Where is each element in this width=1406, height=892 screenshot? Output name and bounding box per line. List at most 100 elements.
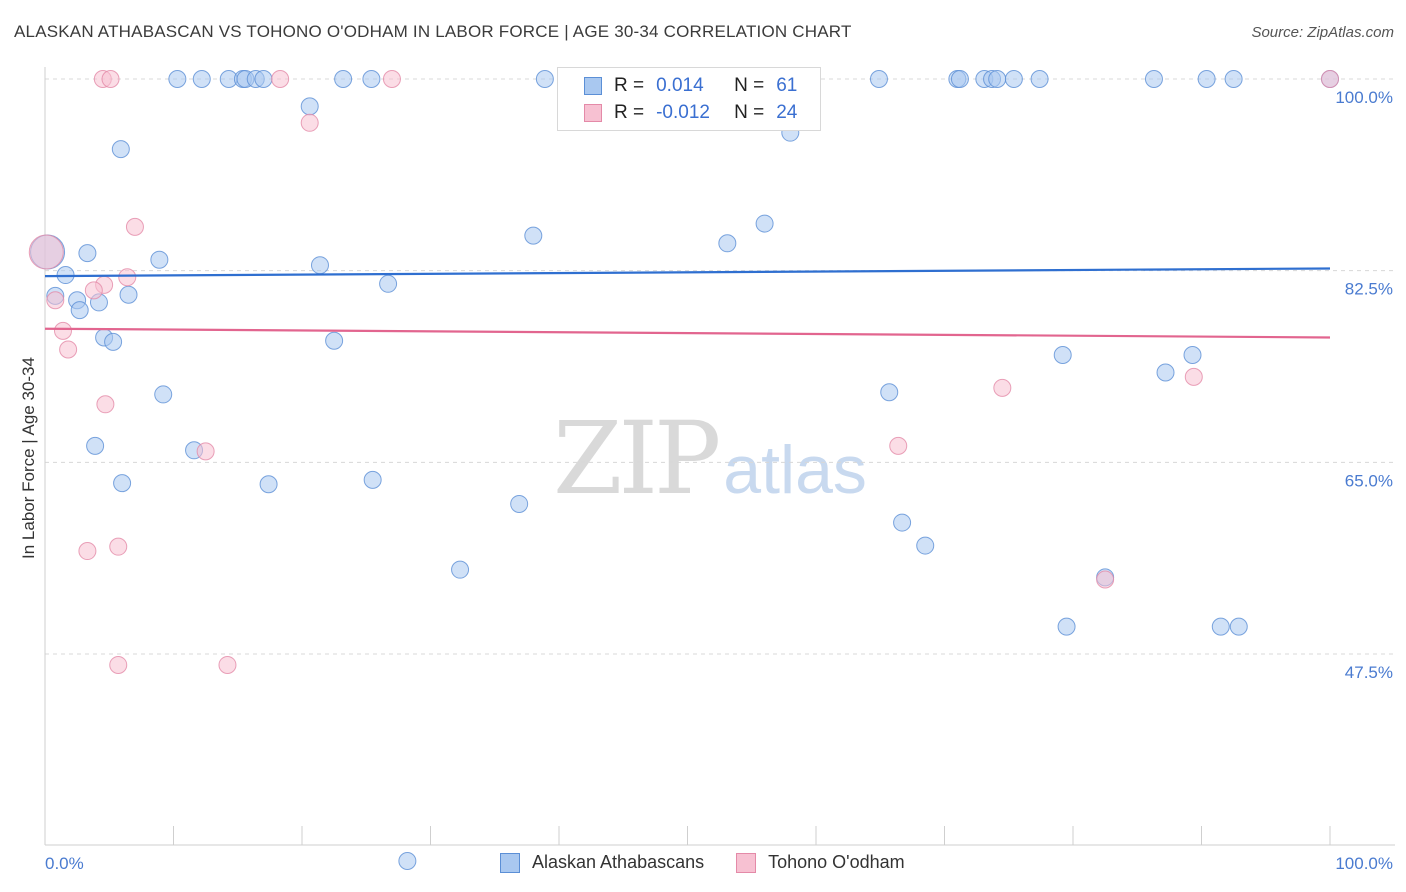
stats-legend: R = 0.014 N = 61 R = -0.012 N = 24 [557, 67, 821, 131]
athabascan-point [755, 214, 774, 233]
legend-item-tohono[interactable]: Tohono O'odham [736, 852, 905, 873]
tohono-point [96, 395, 115, 414]
athabascan-point [1229, 617, 1248, 636]
athabascans-legend-swatch [500, 852, 520, 873]
source-credit: Source: ZipAtlas.com [1251, 24, 1394, 41]
athabascan-point [1030, 70, 1049, 88]
athabascan-point [334, 70, 353, 88]
stats-legend-row-tohono: R = -0.012 N = 24 [584, 100, 797, 126]
tohono-point [300, 113, 319, 132]
athabascan-point [192, 70, 211, 88]
n-value: 61 [776, 75, 798, 96]
athabascan-point [70, 301, 89, 320]
tohono-trend-line [44, 327, 1331, 339]
tohono-point [889, 436, 908, 455]
athabascan-point [113, 474, 132, 493]
athabascan-point [1224, 70, 1243, 88]
athabascan-swatch [584, 77, 602, 95]
x-tick-label-max: 100.0% [1335, 854, 1393, 873]
n-label: N = [734, 102, 765, 123]
tohono-point [382, 70, 401, 88]
athabascan-point [451, 560, 470, 579]
tohono-point [993, 378, 1012, 397]
tohono-point [46, 291, 65, 310]
athabascan-point [104, 332, 123, 351]
athabascan-point [988, 70, 1007, 88]
athabascan-point [869, 70, 888, 88]
y-axis-label: In Labor Force | Age 30-34 [19, 357, 38, 559]
athabascan-trend-line [44, 267, 1331, 278]
watermark-atlas: atlas [723, 432, 867, 508]
athabascan-point [1211, 617, 1230, 636]
tohono-point [109, 655, 128, 674]
y-tick-label: 65.0% [1345, 471, 1393, 490]
athabascan-point [880, 383, 899, 402]
legend-label-tohono: Tohono O'odham [768, 852, 905, 872]
athabascan-point [363, 470, 382, 489]
tohono-point [101, 70, 120, 88]
tohono-point [78, 542, 97, 561]
athabascan-point [510, 494, 529, 513]
athabascan-point [1156, 363, 1175, 382]
athabascan-point [1057, 617, 1076, 636]
r-value: 0.014 [656, 75, 704, 96]
tohono-point [59, 340, 78, 359]
athabascan-point [916, 536, 935, 555]
x-tick-label-min: 0.0% [45, 854, 84, 873]
tohono-point [1096, 570, 1115, 589]
athabascan-point [379, 274, 398, 293]
athabascan-point [1197, 70, 1216, 88]
athabascan-point [950, 70, 969, 88]
tohono-swatch [584, 104, 602, 122]
series-legend: Alaskan Athabascans Tohono O'odham [500, 852, 937, 873]
tohono-point [1184, 367, 1203, 386]
watermark-zip: ZIP [553, 400, 721, 517]
athabascan-point [119, 285, 138, 304]
athabascan-point [893, 513, 912, 532]
athabascan-point [78, 244, 97, 263]
athabascan-point [310, 256, 329, 275]
athabascan-point [168, 70, 187, 88]
tohono-point [1321, 70, 1339, 88]
athabascan-point [86, 436, 105, 455]
athabascan-point [325, 331, 344, 350]
athabascan-point [259, 475, 278, 494]
n-value: 24 [776, 102, 798, 123]
tohono-legend-swatch [736, 852, 757, 873]
athabascan-point [1053, 346, 1072, 364]
r-label: R = [614, 75, 645, 96]
athabascan-point [535, 70, 554, 88]
stats-legend-row-athabascan: R = 0.014 N = 61 [584, 73, 797, 99]
athabascan-point [154, 385, 173, 404]
y-tick-label: 100.0% [1335, 88, 1393, 107]
tohono-point [53, 321, 72, 340]
zipatlas-watermark: ZIPatlas [553, 400, 867, 517]
athabascan-point [1144, 70, 1163, 88]
athabascan-point [718, 234, 737, 253]
tohono-point [196, 442, 215, 461]
athabascan-point [398, 852, 417, 870]
tohono-point [28, 234, 64, 270]
athabascan-point [111, 140, 130, 159]
n-label: N = [734, 75, 765, 96]
y-tick-label: 82.5% [1345, 280, 1393, 299]
athabascan-point [1183, 346, 1202, 364]
tohono-point [109, 537, 128, 556]
tohono-point [118, 268, 137, 287]
athabascan-point [150, 250, 169, 269]
tohono-point [125, 217, 144, 236]
legend-item-athabascans[interactable]: Alaskan Athabascans [500, 852, 704, 873]
y-tick-label: 47.5% [1345, 663, 1393, 682]
chart-title: ALASKAN ATHABASCAN VS TOHONO O'ODHAM IN … [14, 22, 852, 41]
r-value: -0.012 [656, 102, 710, 123]
r-label: R = [614, 102, 645, 123]
tohono-point [271, 70, 290, 88]
tohono-point [218, 655, 237, 674]
athabascan-point [254, 70, 273, 88]
tohono-point [84, 281, 103, 300]
athabascan-point [1004, 70, 1023, 88]
athabascan-point [300, 97, 319, 116]
athabascan-point [362, 70, 381, 88]
athabascan-point [524, 226, 543, 245]
